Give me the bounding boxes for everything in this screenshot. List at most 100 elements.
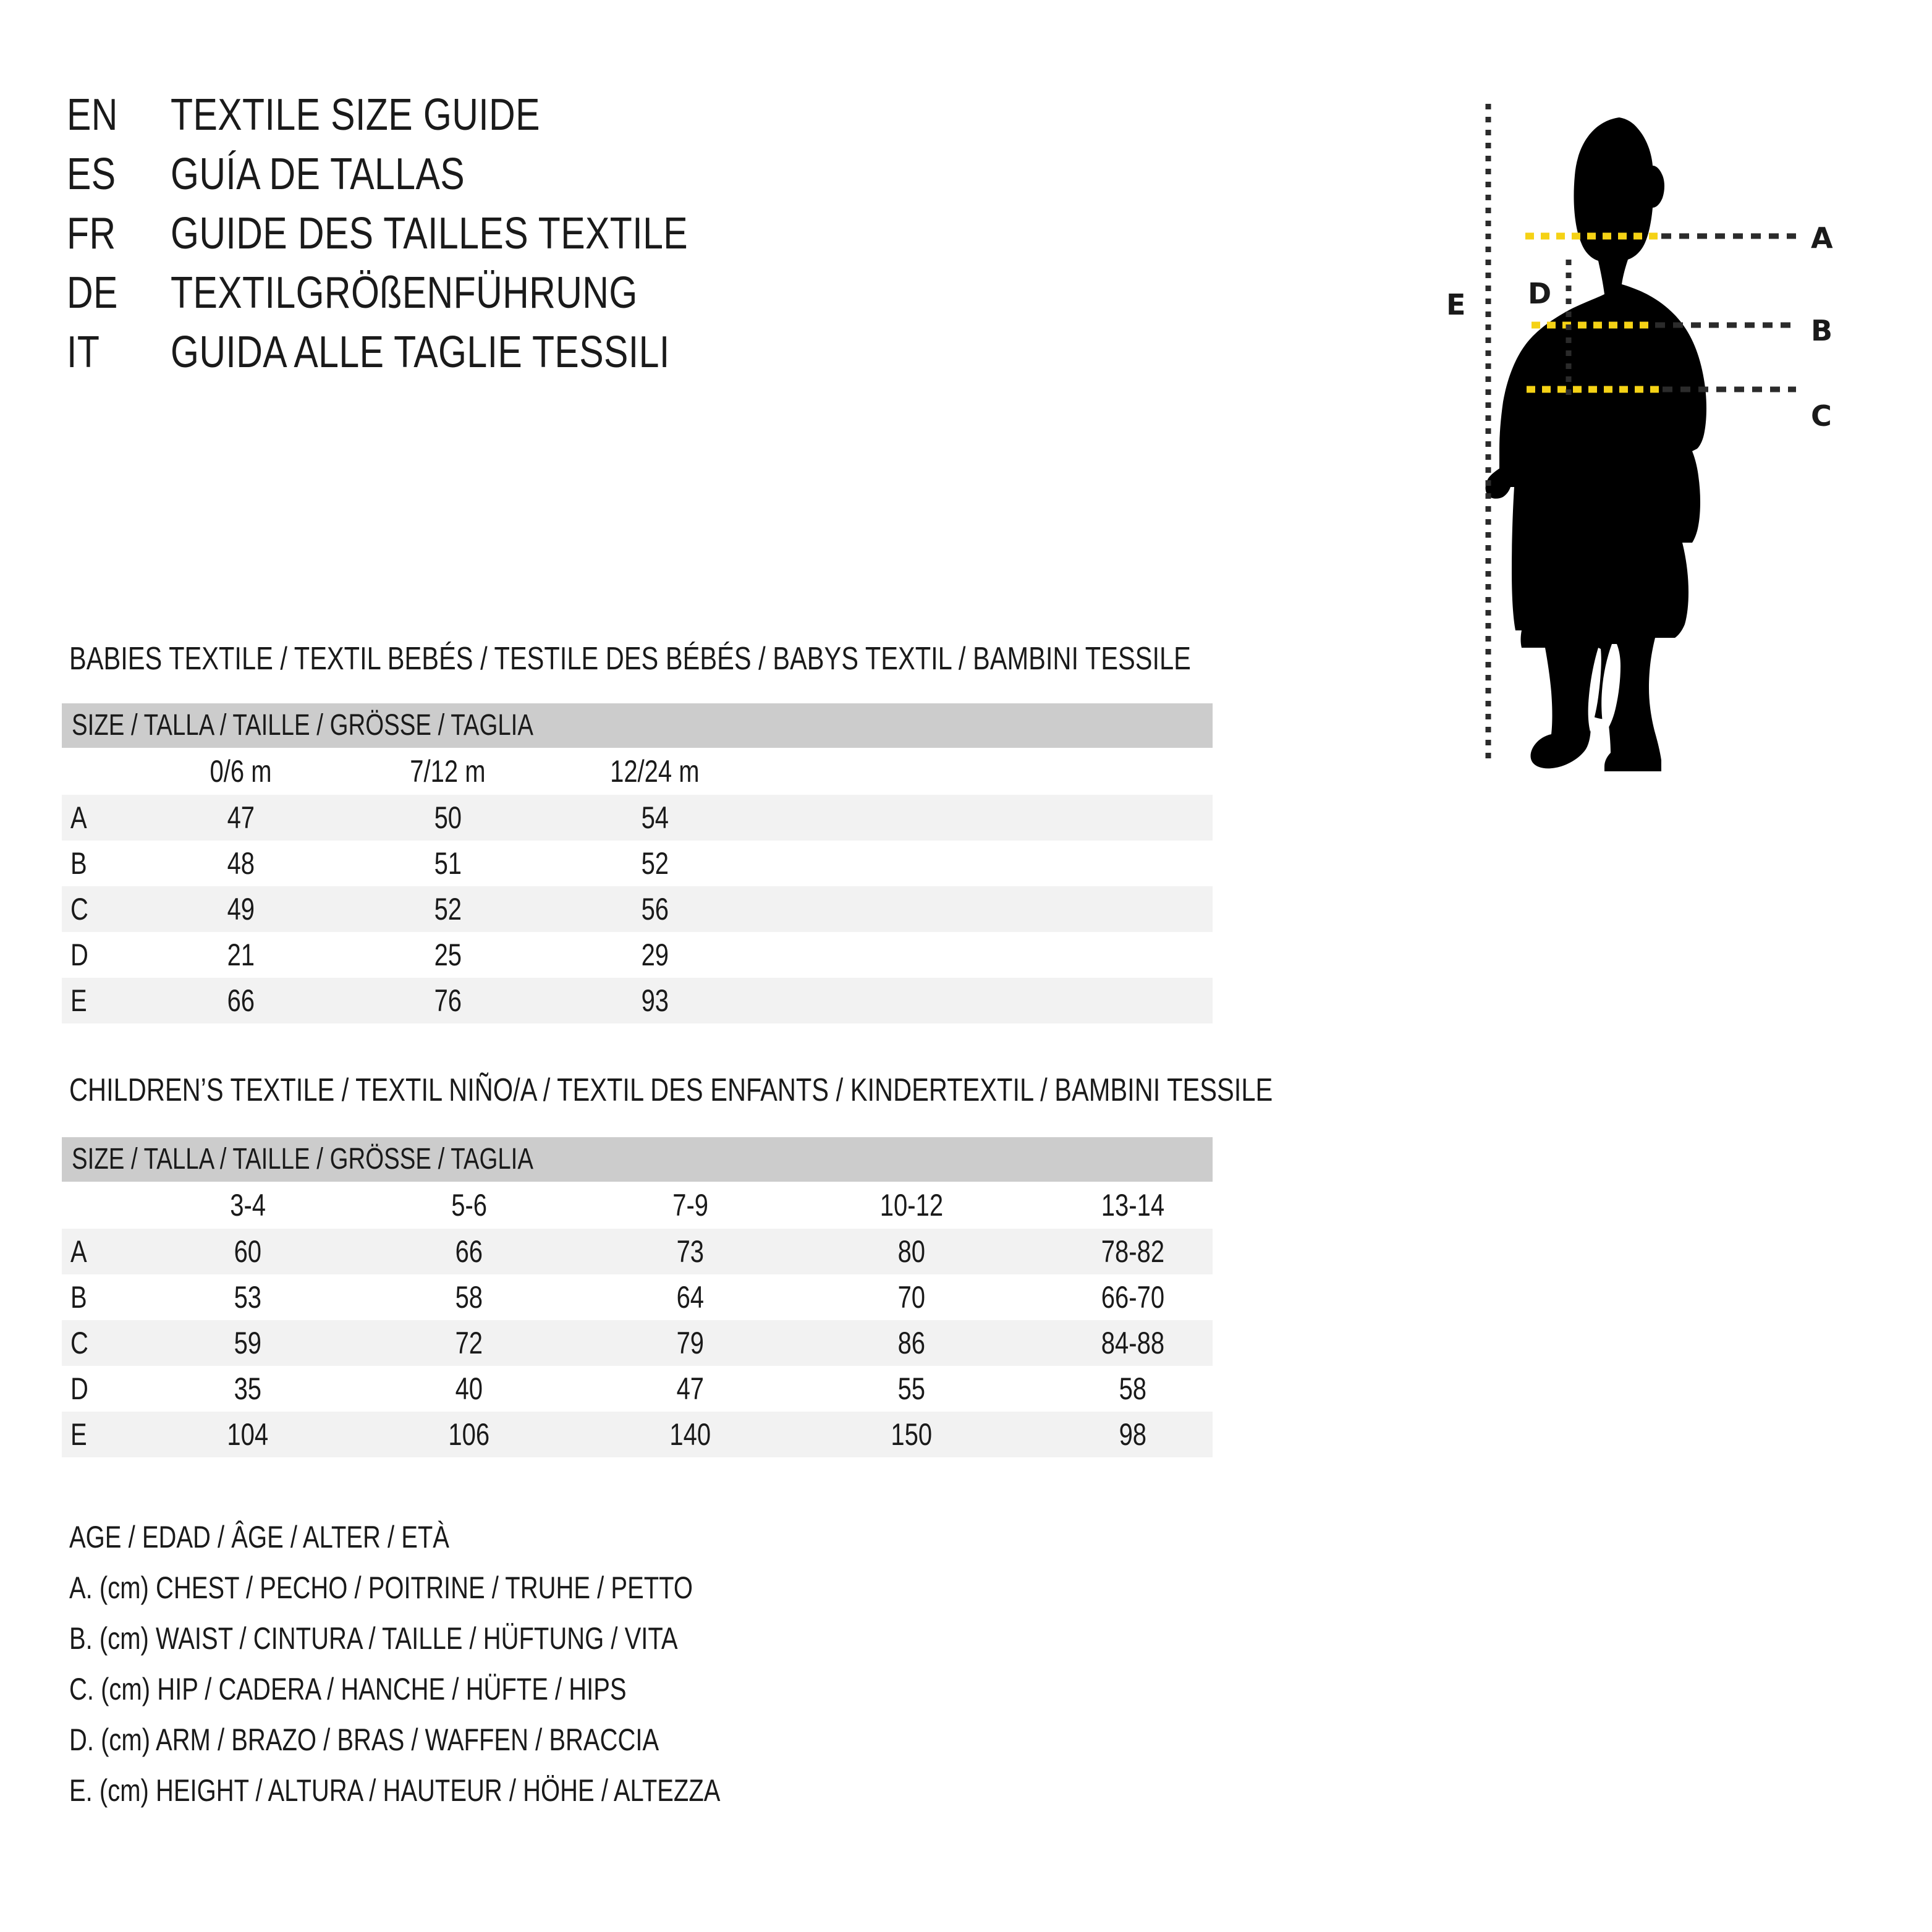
row-label: A (70, 1234, 87, 1269)
table-cell: 66 (455, 1234, 483, 1269)
children-table-header-label: SIZE / TALLA / TAILLE / GRÖSSE / TAGLIA (72, 1143, 533, 1176)
children-column-header: 3-4 (230, 1188, 266, 1222)
table-row: C 49 52 56 (62, 886, 1213, 932)
babies-table-header-label: SIZE / TALLA / TAILLE / GRÖSSE / TAGLIA (72, 709, 533, 742)
table-cell: 35 (234, 1371, 262, 1406)
measurement-legend: AGE / EDAD / ÂGE / ALTER / ETÀ A. (cm) C… (69, 1522, 1120, 1826)
row-label: C (70, 1326, 88, 1360)
row-label: B (70, 1280, 87, 1315)
babies-column-header-row: 0/6 m 7/12 m 12/24 m (62, 748, 1213, 795)
table-cell: 98 (1119, 1417, 1147, 1452)
language-row: DE TEXTILGRÖßENFÜHRUNG (67, 271, 932, 330)
table-cell: 54 (641, 800, 669, 835)
table-cell: 66-70 (1101, 1280, 1165, 1315)
table-cell: 52 (434, 892, 462, 926)
children-column-header: 13-14 (1101, 1188, 1165, 1222)
babies-column-header: 0/6 m (210, 754, 272, 789)
table-cell: 150 (891, 1417, 933, 1452)
table-cell: 104 (227, 1417, 269, 1452)
legend-line-chest: A. (cm) CHEST / PECHO / POITRINE / TRUHE… (69, 1570, 693, 1605)
table-cell: 52 (641, 846, 669, 881)
language-row: ES GUÍA DE TALLAS (67, 152, 932, 211)
row-label: A (70, 800, 87, 835)
babies-section-title: BABIES TEXTILE / TEXTIL BEBÉS / TESTILE … (69, 641, 1191, 677)
table-cell: 93 (641, 983, 669, 1018)
table-cell: 84-88 (1101, 1326, 1165, 1360)
table-cell: 40 (455, 1371, 483, 1406)
table-cell: 29 (641, 938, 669, 972)
language-title-list: EN TEXTILE SIZE GUIDE ES GUÍA DE TALLAS … (67, 93, 932, 389)
table-cell: 70 (897, 1280, 926, 1315)
table-cell: 66 (227, 983, 255, 1018)
table-cell: 106 (448, 1417, 490, 1452)
table-row: E 66 76 93 (62, 978, 1213, 1023)
legend-line-arm: D. (cm) ARM / BRAZO / BRAS / WAFFEN / BR… (69, 1722, 659, 1757)
row-label: C (70, 892, 88, 926)
children-size-table: SIZE / TALLA / TAILLE / GRÖSSE / TAGLIA … (62, 1137, 1213, 1457)
table-cell: 53 (234, 1280, 262, 1315)
row-label: E (70, 983, 87, 1018)
legend-line-hip: C. (cm) HIP / CADERA / HANCHE / HÜFTE / … (69, 1672, 627, 1706)
table-row: D 35 40 47 55 58 (62, 1366, 1213, 1412)
table-row: A 60 66 73 80 78-82 (62, 1229, 1213, 1274)
table-cell: 51 (434, 846, 462, 881)
diagram-label-d: D (1528, 277, 1552, 310)
language-code: FR (67, 209, 116, 258)
table-cell: 55 (897, 1371, 926, 1406)
table-row: B 53 58 64 70 66-70 (62, 1274, 1213, 1320)
diagram-label-c: C (1811, 399, 1832, 433)
language-row: FR GUIDE DES TAILLES TEXTILE (67, 211, 932, 271)
language-row: IT GUIDA ALLE TAGLIE TESSILI (67, 330, 932, 389)
child-silhouette-icon (1485, 117, 1706, 771)
row-label: D (70, 1371, 88, 1406)
table-cell: 56 (641, 892, 669, 926)
table-row: E 104 106 140 150 98 (62, 1412, 1213, 1457)
legend-line-age: AGE / EDAD / ÂGE / ALTER / ETÀ (69, 1520, 449, 1554)
table-cell: 59 (234, 1326, 262, 1360)
language-code: EN (67, 90, 118, 140)
children-column-header: 7-9 (672, 1188, 708, 1222)
table-cell: 49 (227, 892, 255, 926)
row-label-spacer (62, 756, 137, 787)
children-column-header: 10-12 (879, 1188, 944, 1222)
babies-size-table: SIZE / TALLA / TAILLE / GRÖSSE / TAGLIA … (62, 703, 1213, 1023)
table-cell: 21 (227, 938, 255, 972)
language-title: TEXTILE SIZE GUIDE (171, 90, 540, 140)
table-cell: 60 (234, 1234, 262, 1269)
children-section-title: CHILDREN’S TEXTILE / TEXTIL NIÑO/A / TEX… (69, 1072, 1273, 1108)
table-row: C 59 72 79 86 84-88 (62, 1320, 1213, 1366)
children-column-header: 5-6 (451, 1188, 487, 1222)
language-title: GUÍA DE TALLAS (171, 150, 465, 199)
row-label: B (70, 846, 87, 881)
table-row: D 21 25 29 (62, 932, 1213, 978)
table-cell: 50 (434, 800, 462, 835)
language-code: DE (67, 268, 118, 318)
babies-column-header: 12/24 m (610, 754, 700, 789)
language-title: TEXTILGRÖßENFÜHRUNG (171, 268, 638, 318)
table-cell: 78-82 (1101, 1234, 1165, 1269)
table-row: A 47 50 54 (62, 795, 1213, 841)
table-cell: 140 (669, 1417, 711, 1452)
table-cell: 47 (227, 800, 255, 835)
language-code: IT (67, 328, 100, 377)
table-row: B 48 51 52 (62, 841, 1213, 886)
language-title: GUIDA ALLE TAGLIE TESSILI (171, 328, 670, 377)
table-cell: 72 (455, 1326, 483, 1360)
babies-column-header: 7/12 m (410, 754, 486, 789)
row-label: D (70, 938, 88, 972)
legend-line-height: E. (cm) HEIGHT / ALTURA / HAUTEUR / HÖHE… (69, 1773, 721, 1808)
diagram-label-a: A (1811, 221, 1833, 255)
language-row: EN TEXTILE SIZE GUIDE (67, 93, 932, 152)
table-cell: 80 (897, 1234, 926, 1269)
row-label: E (70, 1417, 87, 1452)
children-column-header-row: 3-4 5-6 7-9 10-12 13-14 (62, 1182, 1213, 1229)
table-cell: 47 (676, 1371, 705, 1406)
table-cell: 25 (434, 938, 462, 972)
children-table-header-band: SIZE / TALLA / TAILLE / GRÖSSE / TAGLIA (62, 1137, 1213, 1182)
table-cell: 79 (676, 1326, 705, 1360)
table-cell: 48 (227, 846, 255, 881)
row-label-spacer (62, 1190, 137, 1221)
table-cell: 73 (676, 1234, 705, 1269)
table-cell: 76 (434, 983, 462, 1018)
diagram-label-b: B (1811, 314, 1833, 347)
